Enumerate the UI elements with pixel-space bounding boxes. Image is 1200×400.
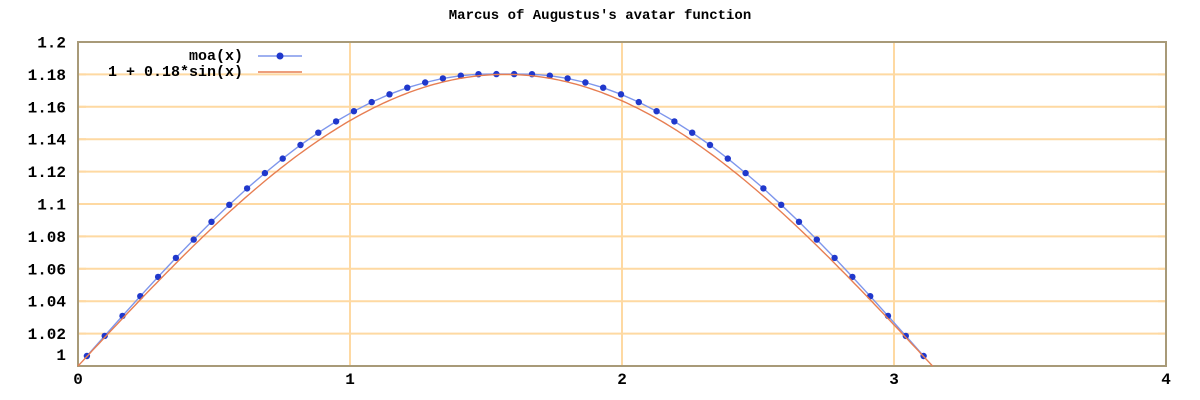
y-tick-label: 1.14 bbox=[28, 132, 67, 150]
data-point bbox=[386, 91, 393, 98]
series-sine bbox=[77, 73, 934, 367]
y-tick-label: 1.12 bbox=[28, 164, 66, 182]
y-tick-label: 1.18 bbox=[28, 67, 66, 85]
data-point bbox=[279, 155, 286, 162]
data-point bbox=[778, 201, 785, 208]
legend: moa(x) 1 + 0.18*sin(x) bbox=[80, 47, 303, 81]
data-point bbox=[653, 108, 660, 115]
data-point bbox=[742, 169, 749, 177]
data-point bbox=[101, 332, 108, 340]
data-point bbox=[297, 141, 304, 149]
y-tick-labels: 1 1.02 1.04 1.06 1.08 1.1 1.12 1.14 1.16 1.18 1.2 bbox=[28, 35, 67, 366]
y-tick-label: 1.16 bbox=[28, 99, 66, 117]
data-point bbox=[617, 91, 625, 98]
data-point bbox=[795, 218, 803, 225]
data-point bbox=[831, 254, 838, 262]
data-point bbox=[208, 218, 215, 225]
y-tick-label: 1.2 bbox=[37, 35, 66, 53]
x-tick-label: 0 bbox=[73, 371, 83, 389]
series-line bbox=[86, 73, 925, 357]
legend-label-sine: 1 + 0.18*sin(x) bbox=[107, 63, 243, 81]
data-point bbox=[190, 236, 197, 243]
moa-line-sample bbox=[258, 52, 302, 60]
data-point bbox=[439, 75, 447, 82]
y-tick-label: 1.08 bbox=[28, 229, 66, 247]
sine-line-sample bbox=[258, 71, 302, 73]
data-point bbox=[671, 118, 678, 125]
axis-ticks bbox=[78, 42, 1166, 366]
y-tick-label: 1.1 bbox=[37, 197, 66, 215]
chart-title: Marcus of Augustus's avatar function bbox=[448, 8, 752, 24]
data-point bbox=[635, 98, 642, 106]
data-point bbox=[332, 118, 340, 125]
data-point bbox=[706, 141, 714, 149]
x-tick-label: 2 bbox=[617, 371, 627, 389]
y-tick-label: 1.04 bbox=[28, 294, 67, 312]
data-point bbox=[724, 155, 731, 162]
data-point bbox=[689, 129, 696, 136]
y-tick-label: 1 bbox=[56, 347, 66, 365]
data-point bbox=[849, 273, 856, 281]
y-tick-label: 1.02 bbox=[28, 326, 66, 344]
x-tick-label: 1 bbox=[345, 371, 355, 389]
data-point bbox=[315, 129, 322, 136]
x-tick-label: 3 bbox=[889, 371, 899, 389]
data-point bbox=[404, 84, 411, 91]
data-point bbox=[350, 108, 358, 115]
x-tick-label: 4 bbox=[1161, 371, 1171, 389]
plot-border bbox=[77, 41, 1167, 367]
data-point bbox=[422, 79, 429, 86]
grid-lines bbox=[78, 42, 1166, 366]
data-point bbox=[226, 201, 233, 208]
data-point bbox=[154, 273, 162, 281]
data-point bbox=[582, 79, 589, 86]
data-point bbox=[457, 72, 464, 79]
legend-item-moa: moa(x) bbox=[80, 47, 303, 65]
data-point bbox=[261, 169, 269, 177]
data-point bbox=[243, 185, 251, 192]
data-point bbox=[760, 185, 767, 192]
data-point bbox=[813, 236, 820, 243]
series-line bbox=[77, 73, 934, 367]
data-point bbox=[564, 75, 571, 82]
x-tick-labels: 0 1 2 3 4 bbox=[73, 371, 1171, 389]
data-point bbox=[600, 84, 607, 91]
y-tick-label: 1.06 bbox=[28, 261, 66, 279]
legend-item-sine: 1 + 0.18*sin(x) bbox=[80, 63, 303, 81]
data-point bbox=[902, 332, 909, 340]
series-moa bbox=[83, 70, 927, 360]
data-point bbox=[368, 98, 375, 106]
data-point bbox=[546, 72, 553, 79]
legend-label-moa: moa(x) bbox=[188, 47, 243, 65]
data-point bbox=[172, 254, 180, 262]
